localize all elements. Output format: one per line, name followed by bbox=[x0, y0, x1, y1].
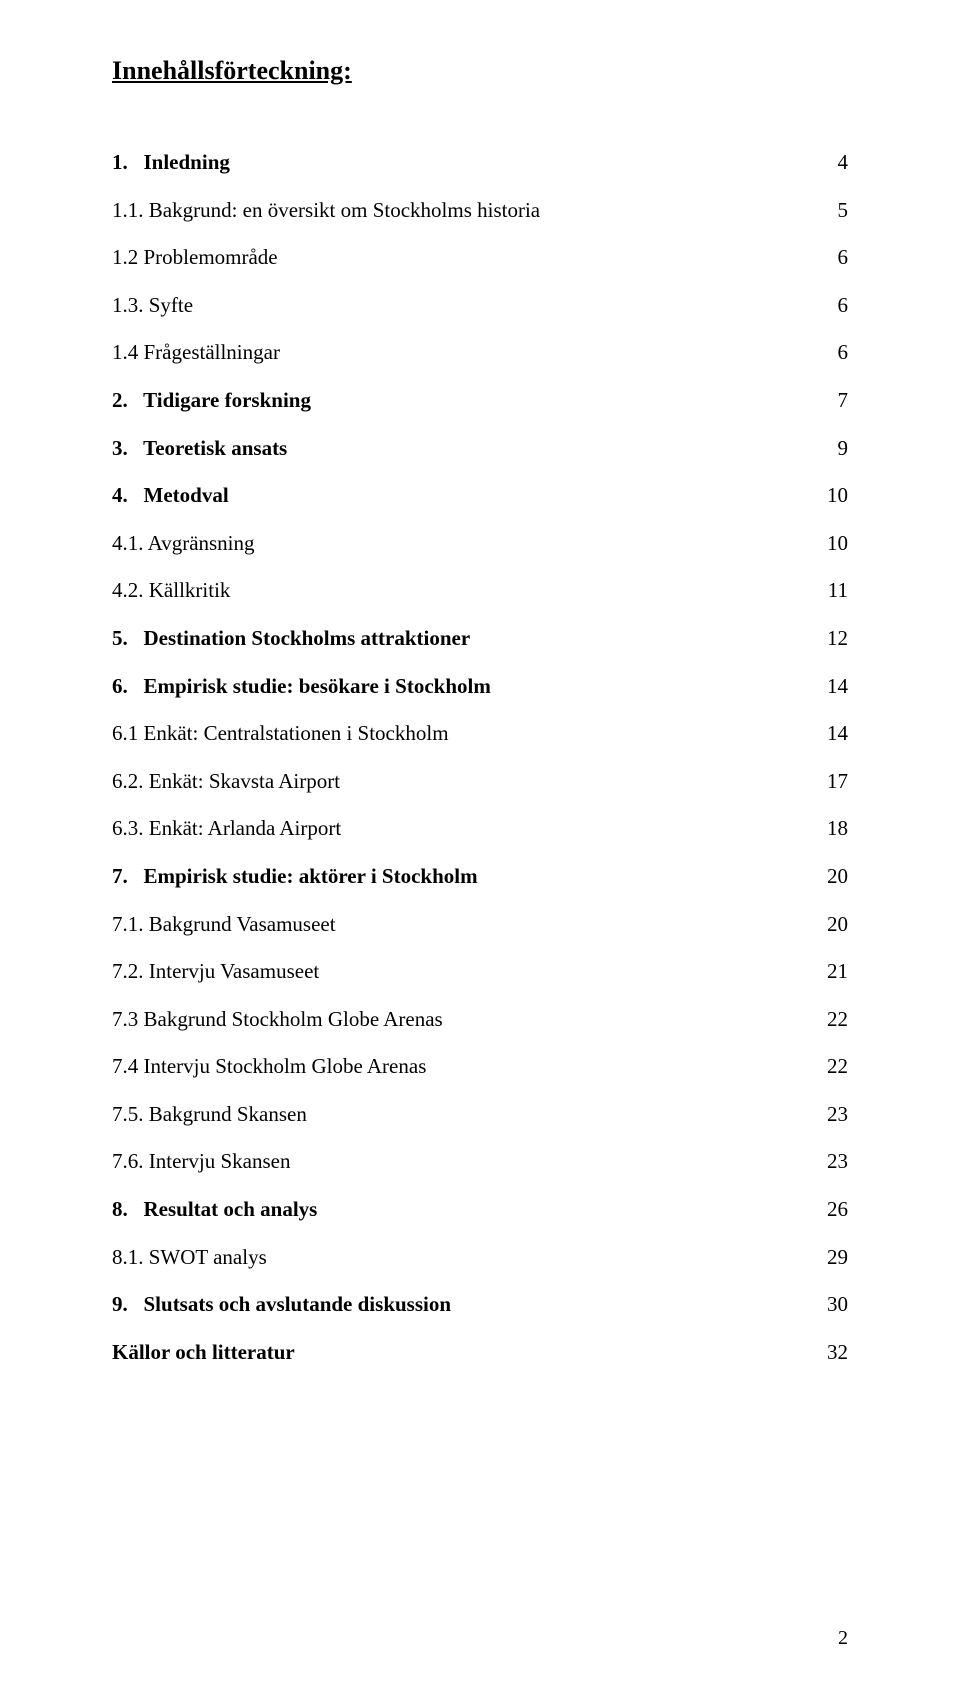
toc-entry-label: 7.1. Bakgrund Vasamuseet bbox=[112, 908, 336, 942]
toc-row: 7.4 Intervju Stockholm Globe Arenas 22 bbox=[112, 1050, 848, 1084]
toc-entry-page: 22 bbox=[768, 1003, 848, 1037]
toc-entry-page: 6 bbox=[768, 336, 848, 370]
toc-entry-page: 4 bbox=[768, 146, 848, 180]
toc-entry-page: 20 bbox=[768, 908, 848, 942]
toc-entry-label: Källor och litteratur bbox=[112, 1336, 295, 1370]
toc-entry-label: 7.3 Bakgrund Stockholm Globe Arenas bbox=[112, 1003, 443, 1037]
toc-row: 6. Empirisk studie: besökare i Stockholm… bbox=[112, 670, 848, 704]
toc-row: 3. Teoretisk ansats 9 bbox=[112, 432, 848, 466]
toc-entry-label: 7.4 Intervju Stockholm Globe Arenas bbox=[112, 1050, 426, 1084]
toc-entry-page: 9 bbox=[768, 432, 848, 466]
toc-entry-page: 22 bbox=[768, 1050, 848, 1084]
toc-row: 7.1. Bakgrund Vasamuseet 20 bbox=[112, 908, 848, 942]
toc-entry-label: 8.1. SWOT analys bbox=[112, 1241, 267, 1275]
toc-row: 7.5. Bakgrund Skansen 23 bbox=[112, 1098, 848, 1132]
toc-entry-page: 11 bbox=[768, 574, 848, 608]
toc-row: 1.3. Syfte 6 bbox=[112, 289, 848, 323]
toc-entry-label: 4.1. Avgränsning bbox=[112, 527, 255, 561]
toc-row: 8.1. SWOT analys 29 bbox=[112, 1241, 848, 1275]
toc-entry-page: 10 bbox=[768, 527, 848, 561]
toc-entry-label: 9. Slutsats och avslutande diskussion bbox=[112, 1288, 451, 1322]
toc-title: Innehållsförteckning: bbox=[112, 56, 848, 86]
toc-entry-label: 1.3. Syfte bbox=[112, 289, 193, 323]
toc-entry-label: 1. Inledning bbox=[112, 146, 230, 180]
toc-entry-label: 4. Metodval bbox=[112, 479, 229, 513]
toc-row: 6.2. Enkät: Skavsta Airport 17 bbox=[112, 765, 848, 799]
toc-entry-label: 8. Resultat och analys bbox=[112, 1193, 317, 1227]
toc-entry-page: 6 bbox=[768, 289, 848, 323]
toc-entry-page: 32 bbox=[768, 1336, 848, 1370]
page-number-footer: 2 bbox=[838, 1627, 848, 1650]
toc-entry-page: 26 bbox=[768, 1193, 848, 1227]
toc-row: 1.1. Bakgrund: en översikt om Stockholms… bbox=[112, 194, 848, 228]
toc-entry-label: 7.6. Intervju Skansen bbox=[112, 1145, 290, 1179]
toc-row: 7.6. Intervju Skansen 23 bbox=[112, 1145, 848, 1179]
toc-row: 7.2. Intervju Vasamuseet 21 bbox=[112, 955, 848, 989]
toc-entry-page: 20 bbox=[768, 860, 848, 894]
toc-entry-page: 30 bbox=[768, 1288, 848, 1322]
toc-entry-page: 12 bbox=[768, 622, 848, 656]
document-page: Innehållsförteckning: 1. Inledning 4 1.1. … bbox=[0, 0, 960, 1686]
toc-row: 6.1 Enkät: Centralstationen i Stockholm 1… bbox=[112, 717, 848, 751]
toc-entry-label: 2. Tidigare forskning bbox=[112, 384, 311, 418]
toc-row: 9. Slutsats och avslutande diskussion 30 bbox=[112, 1288, 848, 1322]
toc-row: Källor och litteratur 32 bbox=[112, 1336, 848, 1370]
toc-entry-label: 4.2. Källkritik bbox=[112, 574, 230, 608]
toc-entry-label: 7. Empirisk studie: aktörer i Stockholm bbox=[112, 860, 478, 894]
toc-entry-page: 14 bbox=[768, 717, 848, 751]
toc-row: 6.3. Enkät: Arlanda Airport 18 bbox=[112, 812, 848, 846]
toc-row: 2. Tidigare forskning 7 bbox=[112, 384, 848, 418]
toc-entry-page: 7 bbox=[768, 384, 848, 418]
toc-entry-label: 1.1. Bakgrund: en översikt om Stockholms… bbox=[112, 194, 540, 228]
toc-entry-page: 23 bbox=[768, 1098, 848, 1132]
toc-row: 8. Resultat och analys 26 bbox=[112, 1193, 848, 1227]
toc-entry-page: 6 bbox=[768, 241, 848, 275]
toc-list: 1. Inledning 4 1.1. Bakgrund: en översikt … bbox=[112, 146, 848, 1369]
toc-row: 1.4 Frågeställningar 6 bbox=[112, 336, 848, 370]
toc-entry-page: 23 bbox=[768, 1145, 848, 1179]
toc-row: 4.1. Avgränsning 10 bbox=[112, 527, 848, 561]
toc-row: 4. Metodval 10 bbox=[112, 479, 848, 513]
toc-row: 4.2. Källkritik 11 bbox=[112, 574, 848, 608]
toc-row: 5. Destination Stockholms attraktioner 12 bbox=[112, 622, 848, 656]
toc-entry-label: 6.2. Enkät: Skavsta Airport bbox=[112, 765, 340, 799]
toc-entry-page: 21 bbox=[768, 955, 848, 989]
toc-entry-page: 14 bbox=[768, 670, 848, 704]
toc-entry-page: 10 bbox=[768, 479, 848, 513]
toc-row: 1.2 Problemområde 6 bbox=[112, 241, 848, 275]
toc-entry-page: 5 bbox=[768, 194, 848, 228]
toc-entry-label: 7.5. Bakgrund Skansen bbox=[112, 1098, 307, 1132]
toc-entry-label: 6.3. Enkät: Arlanda Airport bbox=[112, 812, 341, 846]
toc-entry-label: 7.2. Intervju Vasamuseet bbox=[112, 955, 319, 989]
toc-entry-page: 29 bbox=[768, 1241, 848, 1275]
toc-entry-label: 1.4 Frågeställningar bbox=[112, 336, 280, 370]
toc-entry-label: 6.1 Enkät: Centralstationen i Stockholm bbox=[112, 717, 449, 751]
toc-entry-page: 17 bbox=[768, 765, 848, 799]
toc-row: 7.3 Bakgrund Stockholm Globe Arenas 22 bbox=[112, 1003, 848, 1037]
toc-entry-label: 6. Empirisk studie: besökare i Stockholm bbox=[112, 670, 491, 704]
toc-row: 1. Inledning 4 bbox=[112, 146, 848, 180]
toc-entry-label: 1.2 Problemområde bbox=[112, 241, 278, 275]
toc-entry-label: 5. Destination Stockholms attraktioner bbox=[112, 622, 470, 656]
toc-row: 7. Empirisk studie: aktörer i Stockholm 2… bbox=[112, 860, 848, 894]
toc-entry-label: 3. Teoretisk ansats bbox=[112, 432, 287, 466]
toc-entry-page: 18 bbox=[768, 812, 848, 846]
